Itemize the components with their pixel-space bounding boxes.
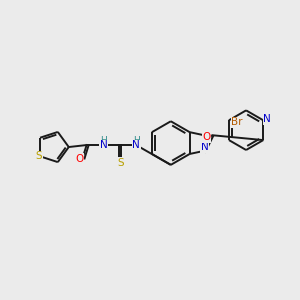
Text: N: N: [100, 140, 107, 150]
Text: S: S: [117, 158, 124, 168]
Text: N: N: [132, 140, 140, 150]
Text: O: O: [76, 154, 84, 164]
Text: N: N: [263, 114, 271, 124]
Text: N: N: [201, 142, 208, 152]
Text: O: O: [202, 132, 211, 142]
Text: H: H: [100, 136, 107, 145]
Text: H: H: [133, 136, 140, 145]
Text: Br: Br: [231, 117, 243, 127]
Text: S: S: [36, 151, 42, 161]
